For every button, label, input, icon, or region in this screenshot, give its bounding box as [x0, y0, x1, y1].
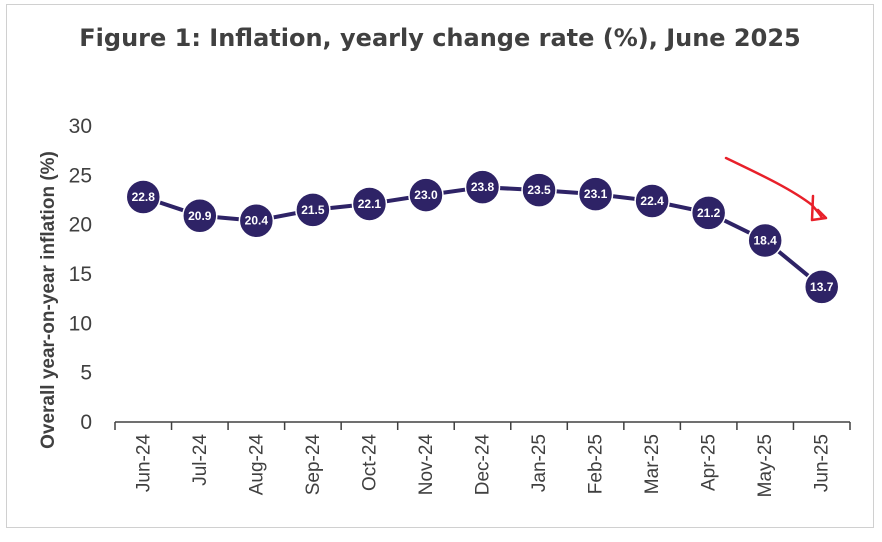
data-point: [577, 176, 614, 212]
data-point: [464, 169, 501, 205]
y-tick-label: 15: [69, 263, 92, 286]
x-tick-label: Apr-25: [699, 434, 720, 491]
data-label: 21.2: [697, 206, 721, 220]
data-label: 23.5: [527, 183, 551, 197]
data-point: [521, 172, 557, 208]
y-tick-label: 0: [80, 411, 92, 434]
x-tick-label: Jul-24: [190, 434, 211, 486]
x-tick-label: Sep-24: [303, 434, 324, 496]
x-axis: Jun-24 Jul-24 Aug-24 Sep-24 Oct-24 Nov-24 Dec-…: [114, 421, 851, 497]
data-label: 23.0: [414, 188, 438, 202]
data-label: 22.4: [640, 194, 664, 208]
x-tick-label: Aug-24: [246, 434, 267, 496]
series-inflation: 22.8 20.9 20.4 21.5 22.1 23.0 23.8 23.5 23.1 22.4…: [125, 169, 840, 305]
data-point: [803, 269, 840, 305]
data-point: [408, 177, 444, 213]
data-point: [351, 186, 388, 222]
x-tick-label: Mar-25: [642, 434, 663, 494]
x-tick-label: Dec-24: [473, 434, 494, 496]
data-point: [238, 202, 275, 239]
data-label: 23.8: [471, 180, 495, 194]
data-label: 20.9: [188, 209, 212, 223]
data-point: [747, 222, 783, 259]
y-tick-label: 30: [69, 115, 92, 138]
data-label: 21.5: [301, 203, 325, 217]
x-tick-label: Nov-24: [416, 434, 437, 496]
arrow-head: [810, 194, 828, 222]
chart-title: Figure 1: Inflation, yearly change rate …: [79, 24, 800, 52]
data-label: 22.8: [132, 190, 156, 204]
data-label: 23.1: [584, 187, 608, 201]
y-axis-ticks: 0 5 10 15 20 25 30: [69, 115, 92, 434]
data-label: 22.1: [358, 197, 382, 211]
x-tick-label: Oct-24: [359, 434, 380, 491]
x-tick-label: Jun-25: [812, 434, 833, 492]
data-point: [182, 198, 218, 234]
x-tick-label: Feb-25: [586, 434, 607, 494]
data-label: 20.4: [245, 214, 269, 228]
data-label: 13.7: [810, 280, 834, 294]
y-tick-label: 20: [69, 214, 92, 237]
data-point: [125, 179, 162, 215]
data-point: [690, 195, 727, 231]
y-tick-label: 25: [69, 164, 92, 187]
x-tick-label: May-25: [755, 434, 776, 497]
x-tick-label: Jun-24: [133, 434, 154, 493]
y-axis-label: Overall year-on-year inflation (%): [38, 151, 59, 449]
data-point: [295, 192, 331, 228]
y-tick-label: 5: [80, 362, 92, 385]
chart-frame: [6, 4, 874, 528]
y-tick-label: 10: [69, 312, 92, 335]
data-label: 18.4: [754, 233, 778, 247]
red-arrow-annotation: [724, 156, 828, 222]
data-point: [634, 183, 670, 219]
x-tick-label: Jan-25: [529, 434, 550, 492]
arrow-shaft: [724, 156, 824, 220]
